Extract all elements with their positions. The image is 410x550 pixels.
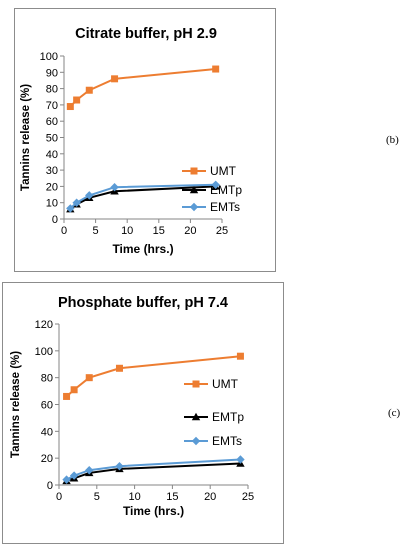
citrate-chart-svg: Citrate buffer, pH 2.9010203040506070809…: [20, 26, 242, 256]
data-point-emts: [69, 471, 79, 480]
x-tick-label: 0: [56, 491, 62, 503]
series-umt-phosphate: [63, 352, 244, 400]
y-tick-label: 80: [46, 84, 58, 96]
legend-marker: [191, 412, 201, 421]
y-tick-label: 50: [46, 133, 58, 145]
legend-label: EMTs: [210, 200, 240, 214]
y-axis-label-phosphate: Tannins release (%): [10, 351, 22, 458]
legend-marker: [189, 202, 199, 212]
chart-title-citrate: Citrate buffer, pH 2.9: [75, 26, 217, 42]
chart-title-phosphate: Phosphate buffer, pH 7.4: [58, 295, 228, 311]
phosphate-chart-svg: Phosphate buffer, pH 7.4 0 20 40 60 80 100 120 0…: [10, 295, 254, 518]
y-tick-label: 120: [35, 319, 53, 331]
data-point-umt: [70, 386, 78, 394]
y-tick-label: 20: [46, 181, 58, 193]
legend-marker: [189, 185, 199, 194]
y-tick-label: 20: [41, 453, 53, 465]
x-tick-label: 20: [184, 225, 196, 237]
x-axis-label-phosphate: Time (hrs.): [123, 504, 184, 518]
legend-entry-emts: EMTs: [182, 200, 240, 214]
series-emts-phosphate: [62, 455, 245, 484]
x-tick-label: 15: [166, 491, 178, 503]
x-tick-label: 5: [93, 225, 99, 237]
x-tick-label: 15: [153, 225, 165, 237]
legend-entry-umt: UMT: [184, 377, 239, 391]
legend-marker: [191, 436, 201, 446]
data-point-emts: [66, 204, 75, 213]
x-tick-label: 25: [242, 491, 254, 503]
y-tick-label: 80: [41, 373, 53, 385]
data-point-umt: [115, 364, 123, 372]
y-tick-label: 10: [46, 198, 58, 210]
x-tick-label: 10: [128, 491, 140, 503]
data-point-umt: [63, 392, 71, 400]
x-tick-label: 5: [94, 491, 100, 503]
legend-entry-emtp: EMTp: [184, 410, 244, 424]
y-tick-label: 90: [46, 67, 58, 79]
x-tick-label: 25: [216, 225, 228, 237]
y-tick-label: 100: [35, 346, 53, 358]
y-tick-label: 30: [46, 165, 58, 177]
data-point-emts: [72, 198, 81, 207]
data-point-umt: [73, 96, 81, 104]
y-tick-label: 60: [46, 116, 58, 128]
data-point-emts: [85, 191, 94, 200]
y-tick-label: 0: [52, 214, 58, 226]
y-tick-label: 60: [41, 400, 53, 412]
data-point-umt: [85, 374, 93, 382]
y-tick-label: 40: [46, 149, 58, 161]
x-tick-label: 0: [61, 225, 67, 237]
legend-label: UMT: [212, 377, 239, 391]
data-point-umt: [85, 86, 93, 94]
data-point-umt: [236, 352, 244, 360]
legend-marker: [192, 380, 200, 388]
legend-entry-umt: UMT: [182, 164, 237, 178]
data-point-emts: [115, 462, 124, 471]
series-line-emtp: [66, 462, 241, 482]
chart-panel-citrate: Citrate buffer, pH 2.9 0 10 20 30 40 50 60 70 80 9…: [14, 8, 276, 272]
y-tick-label: 100: [40, 51, 58, 63]
data-point-emts: [211, 180, 220, 189]
x-axis-label-citrate: Time (hrs.): [112, 242, 173, 256]
legend-label: EMTs: [212, 434, 242, 448]
y-tick-label: 70: [46, 100, 58, 112]
x-tick-label: 10: [121, 225, 133, 237]
legend-entry-emts: EMTs: [184, 434, 242, 448]
x-tick-label: 20: [204, 491, 216, 503]
panel-label-b: (b): [386, 134, 399, 146]
legend-marker: [190, 167, 198, 175]
data-point-emts: [110, 183, 119, 192]
data-point-emts: [236, 455, 245, 464]
data-point-umt: [111, 75, 119, 83]
legend-label: EMTp: [212, 410, 244, 424]
data-point-umt: [212, 65, 220, 73]
panel-label-c: (c): [388, 407, 401, 419]
y-axis-label-citrate: Tannins release (%): [20, 84, 32, 191]
legend-label: UMT: [210, 164, 237, 178]
y-tick-label: 0: [47, 480, 53, 492]
series-emts-citrate: [66, 180, 220, 213]
series-umt-citrate: [66, 65, 220, 111]
y-tick-label: 40: [41, 426, 53, 438]
chart-panel-phosphate: Phosphate buffer, pH 7.4 0 20 40 60 80 100 120 0…: [2, 282, 284, 544]
data-point-umt: [66, 103, 74, 111]
